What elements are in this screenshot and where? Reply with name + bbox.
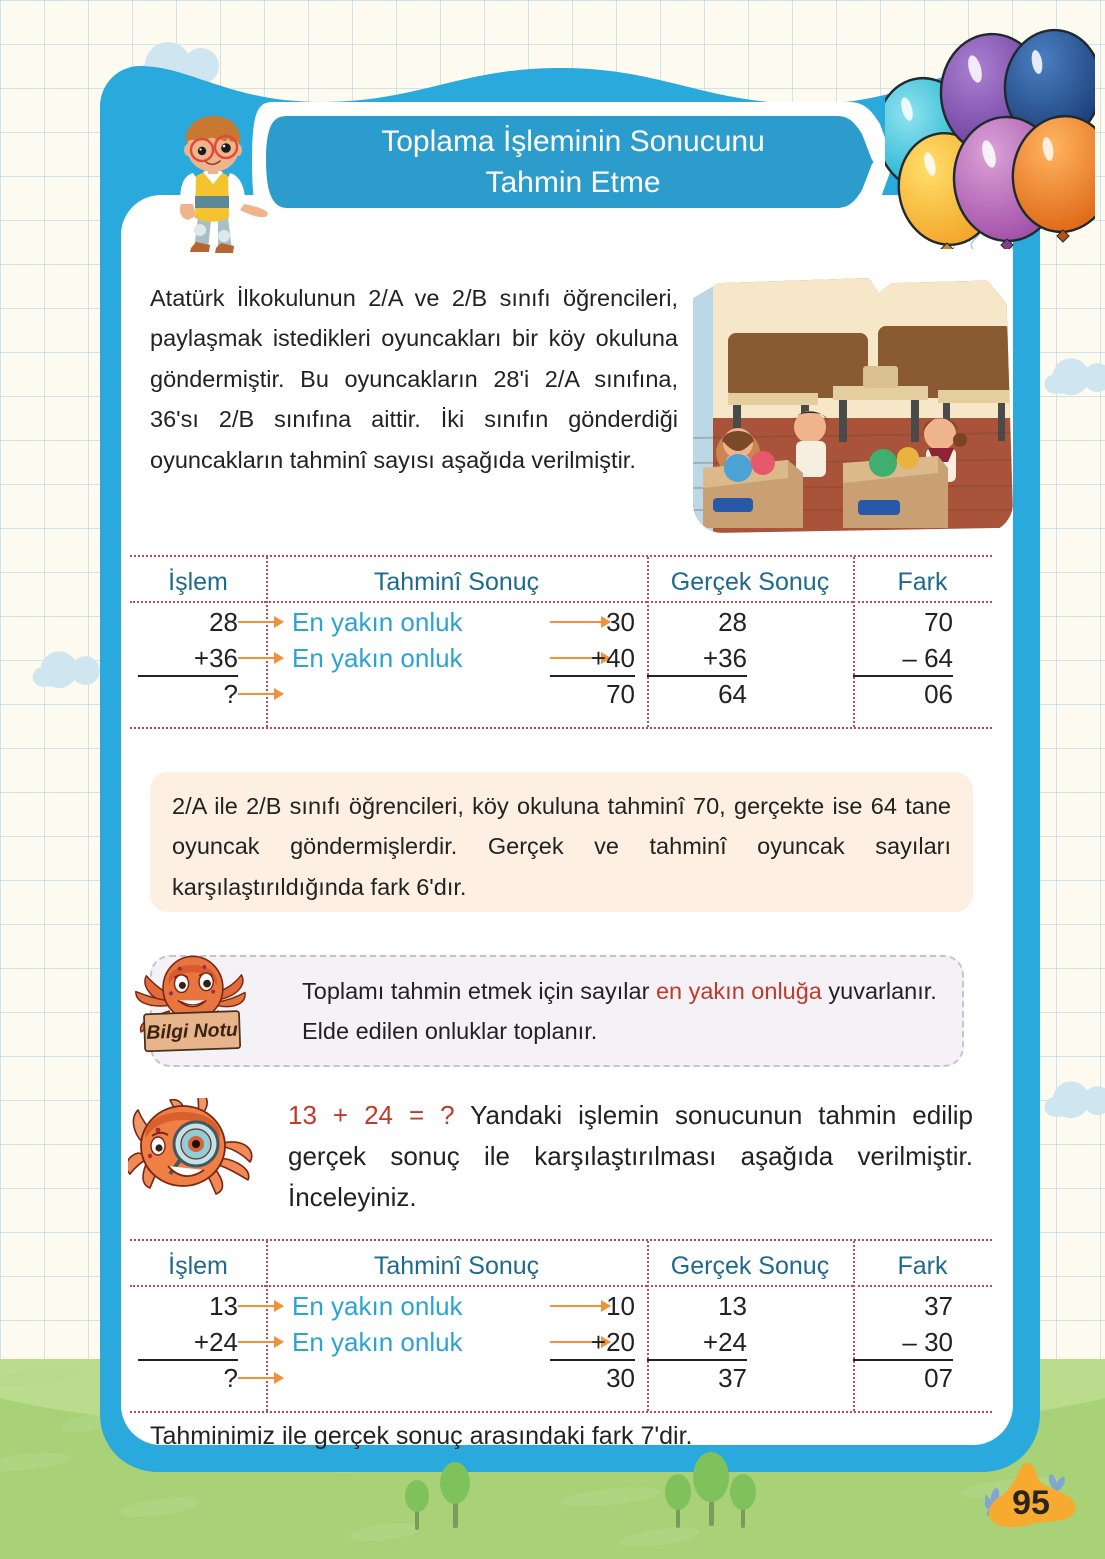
svg-text:Bilgi Notu: Bilgi Notu: [146, 1019, 238, 1044]
svg-text:95: 95: [1012, 1484, 1050, 1522]
